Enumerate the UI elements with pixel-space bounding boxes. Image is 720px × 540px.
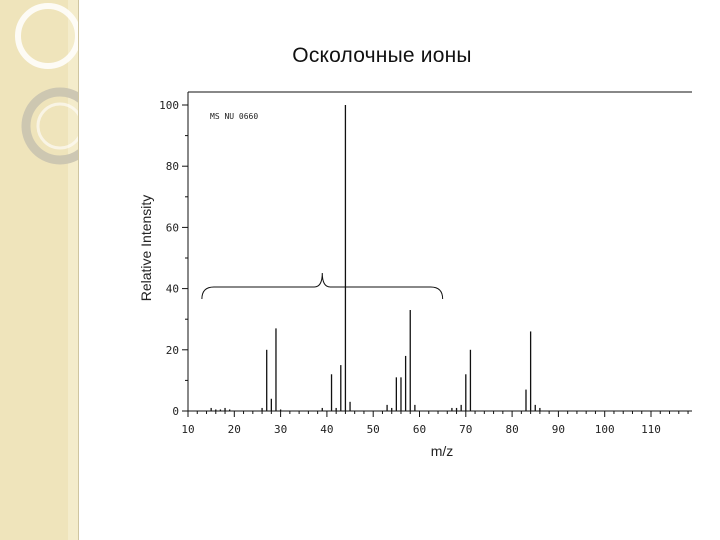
x-tick-label: 60 [413,423,426,436]
y-tick-label: 100 [159,99,179,112]
fragment-ions-bracket [201,272,444,300]
x-tick-label: 20 [228,423,241,436]
spectrum-id-label: MS NU 0660 [210,112,258,121]
y-tick-label: 60 [166,221,179,234]
y-tick-label: 0 [172,405,179,418]
y-axis-title: Relative Intensity [138,195,154,302]
x-tick-label: 10 [181,423,194,436]
y-tick-label: 20 [166,344,179,357]
x-tick-label: 70 [459,423,472,436]
x-tick-label: 100 [595,423,615,436]
x-tick-label: 50 [367,423,380,436]
x-axis-title: m/z [431,443,454,459]
slide-title: Осколочные ионы [292,44,472,67]
decorative-rings [0,0,78,540]
y-tick-label: 40 [166,283,179,296]
decorative-side-strip [0,0,79,540]
x-tick-label: 80 [505,423,518,436]
x-tick-label: 30 [274,423,287,436]
ticks-layer: 0 20 40 60 80 100 10 20 30 40 50 60 70 80 90 100 110 [159,99,689,436]
x-tick-label: 40 [320,423,333,436]
y-tick-label: 80 [166,160,179,173]
peaks-layer [210,105,541,411]
x-tick-label: 90 [552,423,565,436]
x-tick-label: 110 [641,423,661,436]
